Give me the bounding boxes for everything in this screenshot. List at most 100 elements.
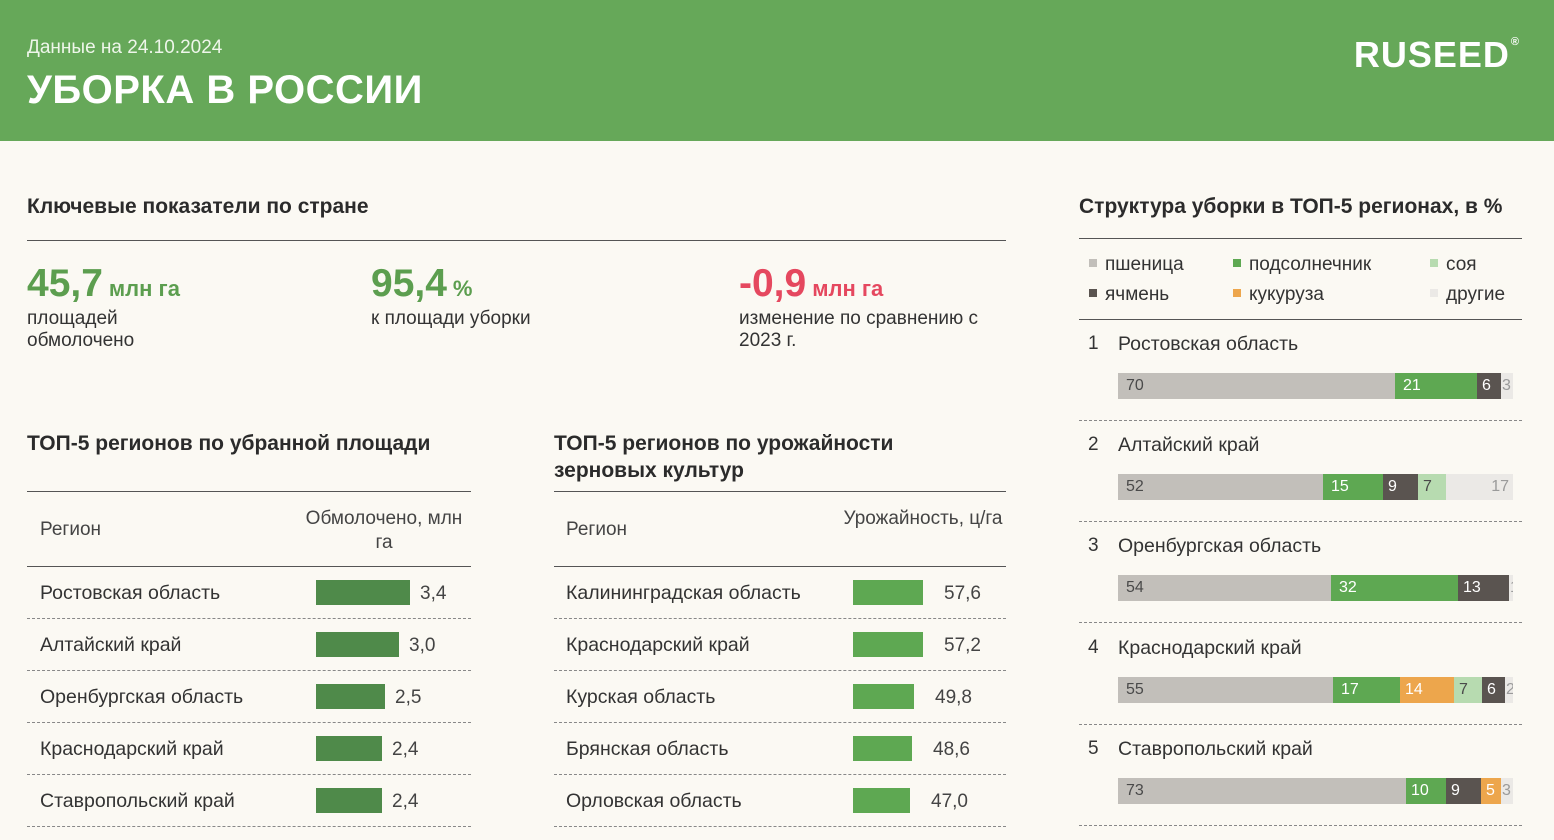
area-chart-divider	[27, 491, 471, 492]
row-divider	[27, 670, 471, 671]
segment-кукуруза: 14	[1400, 676, 1454, 703]
kpi-value: 45,7	[27, 262, 103, 305]
bar	[316, 736, 382, 761]
row-divider	[27, 774, 471, 775]
segment-ячмень: 13	[1458, 575, 1509, 602]
stacked-bar: 55 17 14 7 6 2	[1118, 676, 1513, 703]
area-col-value: Обмолочено, млн га	[305, 508, 463, 553]
legend-label: пшеница	[1105, 254, 1184, 275]
value-label: 48,6	[933, 739, 970, 760]
row-divider	[554, 722, 1006, 723]
legend-label: кукуруза	[1249, 284, 1324, 305]
segment-пшеница: 73	[1118, 777, 1406, 804]
kpi-caption: к площади уборки	[371, 308, 531, 329]
yield-col-region: Регион	[566, 519, 628, 540]
region-label: Краснодарский край	[40, 738, 224, 760]
legend-swatch	[1233, 288, 1241, 297]
row-divider	[1079, 723, 1522, 725]
kpi-value: 95,4	[371, 262, 447, 305]
row-divider	[1079, 521, 1522, 523]
page-title: УБОРКА В РОССИИ	[27, 68, 423, 112]
region-name: Краснодарский край	[1118, 636, 1302, 659]
segment-подсолнечник: 17	[1333, 676, 1400, 703]
legend-item: пшеница	[1089, 254, 1184, 276]
region-label: Оренбургская область	[40, 686, 244, 708]
stacked-bar: 70 21 6 3	[1118, 373, 1513, 399]
value-label: 3,4	[420, 583, 447, 604]
structure-chart-divider	[1079, 238, 1522, 239]
value-label: 47,0	[931, 791, 968, 812]
segment-пшеница: 54	[1118, 575, 1331, 602]
area-chart-title: ТОП-5 регионов по убранной площади	[27, 432, 431, 455]
bar	[853, 632, 923, 657]
stacked-bar: 73 10 9 5 3	[1118, 777, 1513, 804]
region-label: Курская область	[566, 686, 716, 708]
kpi-caption: изменение по сравнению с 2023 г.	[739, 308, 979, 351]
row-divider	[554, 670, 1006, 671]
value-label: 2,4	[392, 791, 419, 812]
row-divider	[1079, 824, 1522, 826]
kpi-unit: %	[452, 276, 473, 301]
segment-ячмень: 6	[1482, 676, 1505, 703]
row-divider	[1079, 420, 1522, 421]
segment-ячмень: 6	[1477, 373, 1501, 399]
legend-item: кукуруза	[1233, 284, 1324, 306]
legend-swatch	[1089, 258, 1097, 267]
yield-chart-divider	[554, 491, 1006, 492]
row-divider	[554, 618, 1006, 619]
stacked-bar: 52 15 9 7 17	[1118, 474, 1513, 501]
structure-chart-title: Структура уборки в ТОП-5 регионах, в %	[1079, 195, 1503, 218]
legend-label: подсолнечник	[1249, 254, 1372, 275]
segment-другие: 2	[1505, 676, 1513, 703]
legend-divider	[1079, 319, 1522, 320]
legend-swatch	[1089, 288, 1097, 297]
value-label: 2,4	[392, 739, 419, 760]
bar	[316, 632, 399, 657]
segment-соя: 7	[1454, 676, 1482, 703]
segment-подсолнечник: 10	[1406, 777, 1446, 804]
segment-ячмень: 9	[1446, 777, 1481, 804]
value-label: 2,5	[395, 687, 422, 708]
region-rank: 1	[1088, 333, 1099, 354]
segment-подсолнечник: 21	[1395, 373, 1477, 399]
segment-ячмень: 9	[1383, 474, 1418, 501]
registered-mark: ®	[1510, 36, 1520, 48]
area-col-region: Регион	[40, 519, 102, 540]
ruseed-logo: RUSEED®	[1354, 34, 1520, 76]
region-rank: 3	[1088, 535, 1099, 557]
logo-text: RUSEED	[1353, 34, 1510, 75]
stacked-bar: 5432131	[1118, 575, 1513, 602]
kpi-section-title: Ключевые показатели по стране	[27, 195, 369, 218]
yield-chart-title: ТОП-5 регионов по урожайности зерновых к…	[554, 432, 894, 482]
segment-пшеница: 52	[1118, 474, 1323, 501]
segment-пшеница: 55	[1118, 676, 1333, 703]
segment-другие: 3	[1501, 777, 1513, 804]
kpi-value: -0,9	[739, 262, 807, 305]
bar	[853, 788, 910, 813]
legend-item: ячмень	[1089, 284, 1169, 306]
region-rank: 5	[1088, 737, 1099, 759]
header-banner: Данные на 24.10.2024 УБОРКА В РОССИИ RUS…	[0, 0, 1554, 141]
region-name: Алтайский край	[1118, 434, 1260, 457]
region-label: Краснодарский край	[566, 634, 750, 656]
segment-другие: 3	[1501, 373, 1513, 399]
row-divider	[27, 618, 471, 619]
legend-item: другие	[1430, 284, 1505, 306]
bar	[316, 580, 410, 605]
kpi-unit: млн га	[108, 276, 180, 301]
bar	[853, 580, 923, 605]
kpi-change-vs-2023: -0,9 млн га изменение по сравнению с 2023…	[739, 262, 1004, 352]
bar	[853, 684, 914, 709]
legend-item: соя	[1430, 254, 1477, 276]
region-label: Алтайский край	[40, 634, 182, 656]
segment-другие: 17	[1446, 474, 1513, 501]
region-name: Ростовская область	[1118, 333, 1299, 355]
segment-кукуруза: 5	[1481, 777, 1501, 804]
legend-label: соя	[1446, 254, 1477, 275]
kpi-caption: площадей обмолочено	[27, 308, 135, 351]
yield-header-divider	[554, 566, 1006, 567]
legend-label: ячмень	[1105, 284, 1170, 305]
row-divider	[1079, 622, 1522, 624]
area-header-divider	[27, 566, 471, 567]
region-label: Ростовская область	[40, 582, 221, 604]
